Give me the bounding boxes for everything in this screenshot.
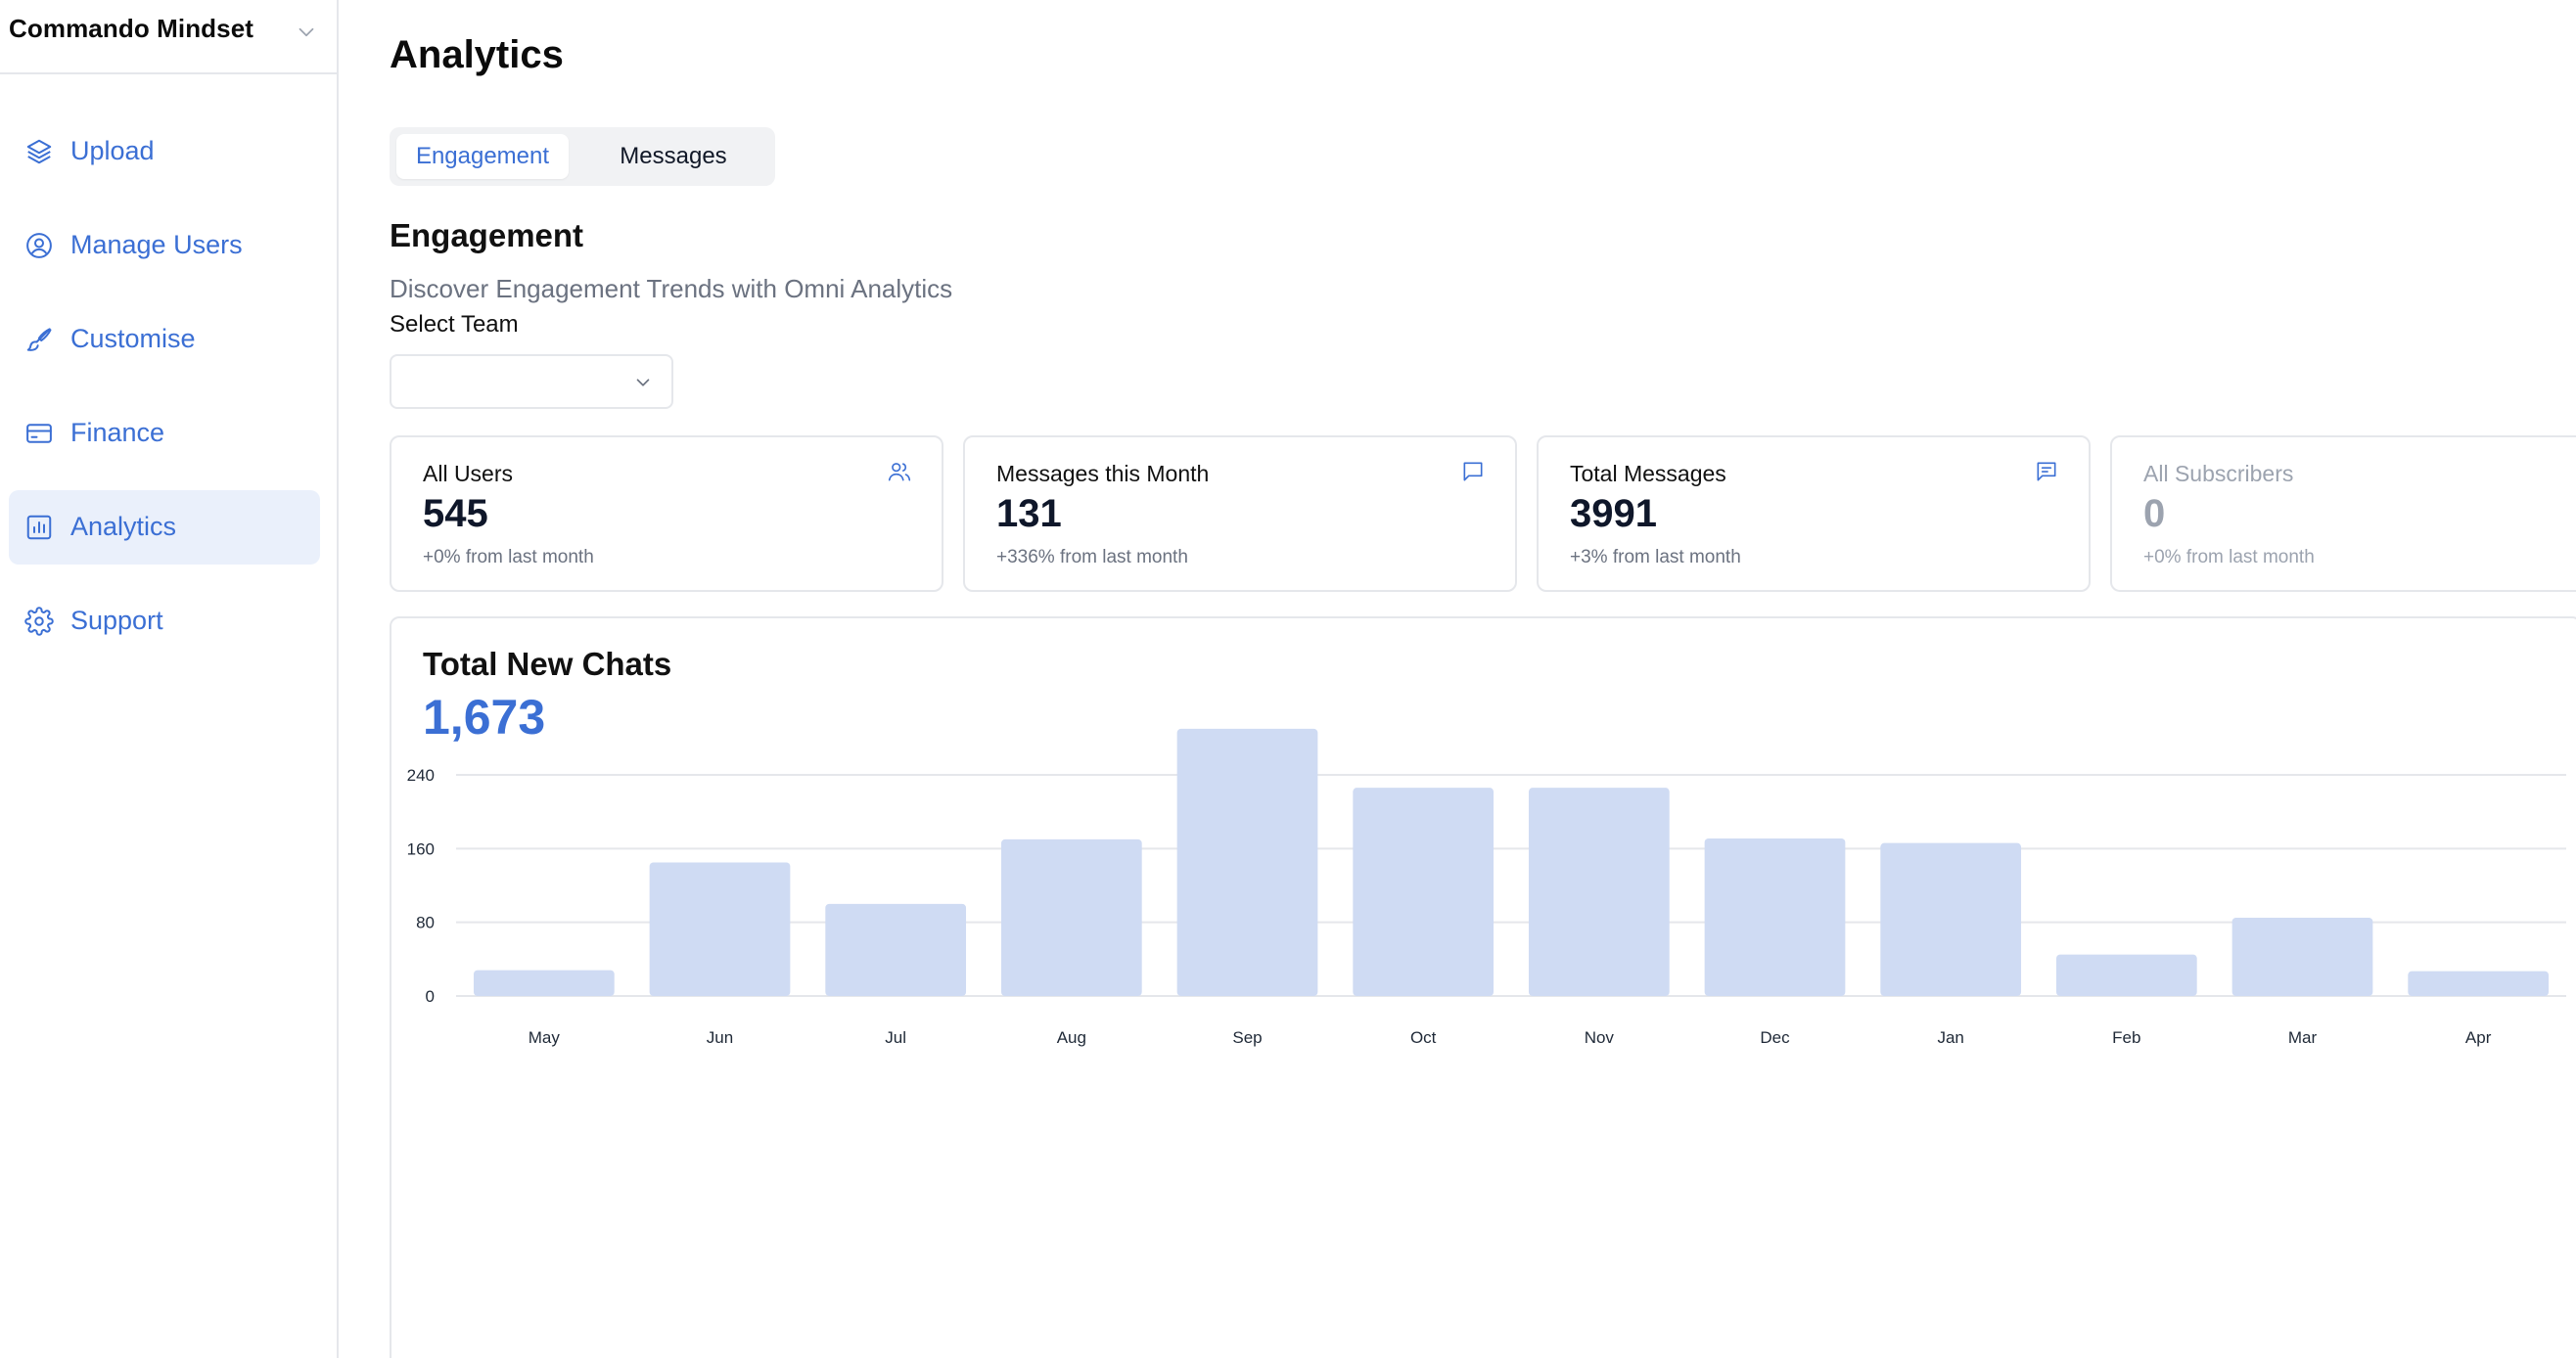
bar-dec[interactable] [1704, 837, 1846, 996]
stat-card-delta: +0% from last month [2143, 547, 2315, 567]
chevron-down-icon [299, 27, 314, 37]
stat-card-all-subscribers: All Subscribers 0 +0% from last month [2110, 435, 2576, 592]
y-tick-label: 80 [416, 914, 435, 932]
sidebar-item-manage-users[interactable]: Manage Users [9, 208, 320, 283]
stat-card-label: Messages this Month [996, 461, 1210, 486]
layers-icon [26, 139, 52, 164]
x-tick-label: Jun [707, 1028, 733, 1047]
sidebar: Commando Mindset Upload Man [0, 0, 339, 1358]
sidebar-item-analytics[interactable]: Analytics [9, 490, 320, 565]
sidebar-item-customise[interactable]: Customise [9, 302, 320, 377]
bar-sep[interactable] [1176, 728, 1318, 996]
y-tick-label: 160 [407, 839, 435, 858]
chart-panel: Total New Chats 1,673 0 80 160 240 May Jun Jul… [390, 616, 2576, 1358]
sidebar-item-label: Support [70, 606, 163, 635]
stat-card-value: 545 [423, 492, 488, 535]
credit-card-icon [26, 424, 52, 443]
y-tick-label: 240 [407, 766, 435, 785]
bar-jun[interactable] [649, 862, 791, 996]
section-title: Engagement [390, 217, 584, 253]
x-tick-label: Jul [885, 1028, 906, 1047]
select-team-label: Select Team [390, 311, 519, 338]
sidebar-item-label: Upload [70, 136, 155, 165]
bar-jan[interactable] [1880, 842, 2022, 996]
user-circle-icon [26, 233, 52, 258]
team-select[interactable] [390, 354, 673, 409]
x-tick-label: Sep [1232, 1028, 1262, 1047]
x-tick-label: Nov [1585, 1028, 1615, 1047]
users-icon [888, 463, 911, 481]
gear-icon [24, 607, 54, 636]
x-tick-label: Feb [2112, 1028, 2140, 1047]
y-tick-label: 0 [426, 987, 435, 1006]
chart-title: Total New Chats [423, 646, 672, 682]
x-tick-label: Oct [1410, 1028, 1437, 1047]
x-tick-label: Mar [2288, 1028, 2318, 1047]
sidebar-item-label: Analytics [70, 512, 177, 541]
sidebar-item-finance[interactable]: Finance [9, 396, 320, 471]
team-switcher[interactable]: Commando Mindset [0, 0, 337, 74]
bar-may[interactable] [473, 970, 615, 996]
stat-card-delta: +0% from last month [423, 547, 594, 567]
stat-card-total-messages: Total Messages 3991 +3% from last month [1537, 435, 2091, 592]
brand-name: Commando Mindset [9, 14, 254, 43]
bar-chart: 0 80 160 240 May Jun Jul Aug Sep Oct Nov Dec Jan Feb M… [407, 728, 2566, 1047]
stat-card-delta: +3% from last month [1570, 547, 1741, 567]
chevron-down-icon [636, 379, 650, 386]
stat-card-value: 3991 [1570, 492, 1657, 535]
bar-nov[interactable] [1528, 788, 1670, 996]
tab-engagement[interactable]: Engagement [396, 134, 569, 179]
tab-messages[interactable]: Messages [620, 143, 727, 169]
main-content: Analytics Engagement Messages Engagement… [339, 0, 2576, 1358]
message-lines-icon [2037, 462, 2056, 481]
sidebar-item-upload[interactable]: Upload [9, 114, 320, 189]
bar-mar[interactable] [2231, 917, 2373, 996]
sidebar-nav: Upload Manage Users Customise [9, 114, 320, 678]
stat-card-messages-this-month: Messages this Month 131 +336% from last … [963, 435, 1517, 592]
message-icon [1463, 462, 1483, 481]
x-tick-label: Dec [1760, 1028, 1790, 1047]
chart-total: 1,673 [423, 690, 546, 745]
sidebar-item-label: Manage Users [70, 230, 243, 259]
bar-chart-icon [26, 515, 52, 540]
stat-card-delta: +336% from last month [996, 547, 1188, 567]
sidebar-item-label: Finance [70, 418, 165, 447]
brush-icon [26, 328, 52, 351]
bar-aug[interactable] [1000, 838, 1142, 996]
stat-card-label: Total Messages [1570, 461, 1726, 486]
stat-card-label: All Subscribers [2143, 461, 2294, 486]
page-title: Analytics [390, 33, 564, 76]
x-tick-label: Aug [1057, 1028, 1086, 1047]
bar-oct[interactable] [1353, 788, 1495, 996]
tab-list: Engagement Messages [390, 127, 775, 186]
stat-card-label: All Users [423, 461, 514, 486]
stat-card-value: 0 [2143, 492, 2166, 535]
x-tick-label: May [529, 1028, 561, 1047]
stat-card-value: 131 [996, 492, 1062, 535]
bar-feb[interactable] [2055, 954, 2197, 996]
bar-apr[interactable] [2408, 971, 2550, 996]
x-tick-label: Apr [2465, 1028, 2492, 1047]
sidebar-item-support[interactable]: Support [9, 584, 320, 658]
x-tick-label: Jan [1937, 1028, 1963, 1047]
bar-jul[interactable] [825, 903, 967, 996]
stat-card-all-users: All Users 545 +0% from last month [390, 435, 943, 592]
sidebar-item-label: Customise [70, 324, 196, 353]
section-subtitle: Discover Engagement Trends with Omni Ana… [390, 274, 953, 303]
